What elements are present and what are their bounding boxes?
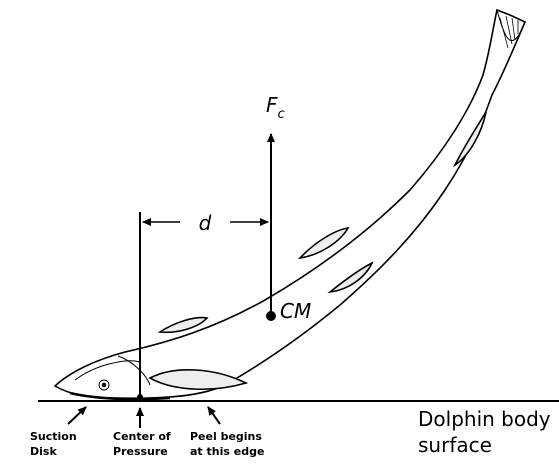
callout-label: Suction	[30, 430, 77, 443]
callout-label: at this edge	[190, 445, 264, 458]
force-sub: c	[278, 107, 285, 122]
callout-label: Peel begins	[190, 430, 262, 443]
callout-arrow	[207, 406, 221, 425]
pressure-point	[137, 394, 143, 400]
distance-label: d	[199, 211, 212, 235]
remora	[53, 8, 527, 401]
callout-label: Center of	[113, 430, 171, 443]
force-main: F	[266, 93, 278, 117]
cm-label: CM	[280, 299, 311, 323]
callout-arrow	[67, 406, 87, 425]
surface-label: Dolphin body	[418, 407, 551, 431]
force-label: Fc	[266, 93, 285, 122]
callout-label: Pressure	[113, 445, 168, 458]
surface-label: surface	[418, 433, 492, 457]
callout-label: Disk	[30, 445, 57, 458]
cm-dot	[266, 311, 276, 321]
